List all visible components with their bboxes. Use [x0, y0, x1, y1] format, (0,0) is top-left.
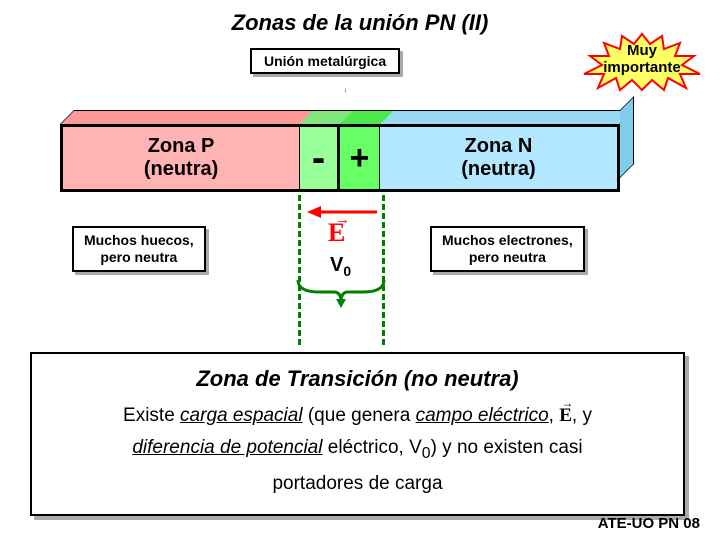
- zone-plus: +: [340, 127, 380, 189]
- page-title: Zonas de la unión PN (II): [0, 0, 720, 36]
- transition-body: Existe carga espacial (que genera campo …: [46, 400, 669, 500]
- dashed-line-right: [382, 195, 385, 345]
- union-arrow: [345, 79, 346, 102]
- zone-n: Zona N(neutra): [380, 127, 617, 189]
- bar-side-face: [620, 96, 634, 178]
- note-right: Muchos electrones,pero neutra: [430, 226, 585, 272]
- note-left: Muchos huecos,pero neutra: [72, 226, 206, 272]
- transition-title: Zona de Transición (no neutra): [46, 366, 669, 392]
- transition-box: Zona de Transición (no neutra) Existe ca…: [30, 352, 685, 516]
- bar-front-face: Zona P(neutra) - + Zona N(neutra): [60, 124, 620, 192]
- starburst-text: Muyimportante: [586, 42, 698, 76]
- pn-bar: Zona P(neutra) - + Zona N(neutra): [60, 110, 620, 192]
- bar-top-face: [60, 110, 634, 124]
- zone-minus: -: [300, 127, 340, 189]
- footer-label: ATE-UO PN 08: [598, 515, 700, 532]
- dashed-line-left: [298, 195, 301, 345]
- brace-icon: [296, 278, 386, 308]
- v0-label: V0: [330, 254, 351, 279]
- e-letter: E: [328, 218, 345, 248]
- union-label: Unión metalúrgica: [250, 48, 400, 74]
- zone-p: Zona P(neutra): [63, 127, 300, 189]
